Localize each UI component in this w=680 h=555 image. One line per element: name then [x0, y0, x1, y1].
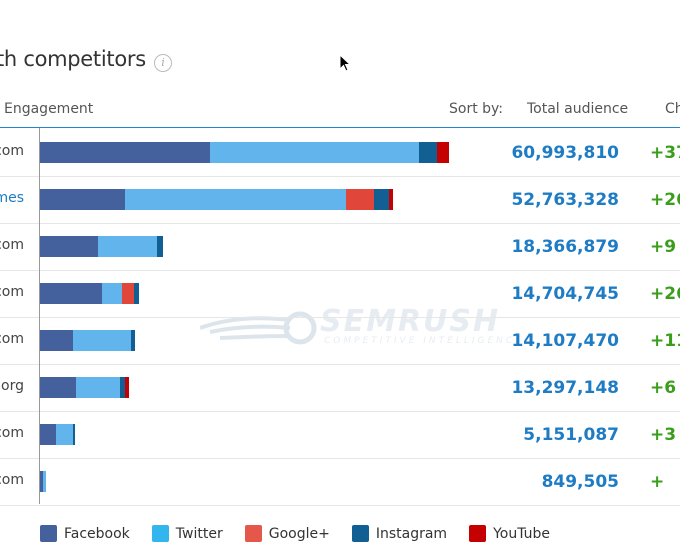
bar-segment-twitter[interactable]	[98, 236, 157, 257]
semrush-watermark: SEMRUSH COMPETITIVE INTELLIGENCE	[199, 304, 521, 350]
bar-segment-youtube[interactable]	[125, 377, 129, 398]
bar-segment-instagram[interactable]	[120, 377, 125, 398]
change-value: +9	[650, 237, 677, 257]
total-audience-value: 60,993,810	[511, 143, 619, 163]
total-audience-value: 14,107,470	[511, 331, 619, 351]
legend-item[interactable]: Facebook	[40, 525, 130, 542]
legend-swatch-icon	[40, 525, 57, 542]
change-value: +3	[650, 425, 677, 445]
legend-label: YouTube	[493, 525, 550, 542]
engagement-header: Engagement	[4, 101, 94, 117]
engagement-bar	[40, 142, 449, 163]
chart-axis	[39, 128, 40, 504]
bar-segment-youtube[interactable]	[389, 189, 393, 210]
engagement-bar	[40, 377, 129, 398]
engagement-bar	[40, 236, 163, 257]
bar-segment-twitter[interactable]	[210, 142, 419, 163]
bar-segment-google-plus[interactable]	[346, 189, 374, 210]
bar-segment-twitter[interactable]	[125, 189, 346, 210]
sort-total-audience[interactable]: Total audience	[527, 101, 629, 117]
bar-segment-instagram[interactable]	[157, 236, 163, 257]
legend-item[interactable]: Twitter	[151, 525, 223, 542]
legend-swatch-icon	[151, 525, 169, 542]
bar-segment-twitter[interactable]	[43, 471, 46, 492]
legend-item[interactable]: Google+	[244, 525, 330, 542]
total-audience-value: 5,151,087	[523, 425, 619, 445]
legend-label: Instagram	[375, 525, 448, 542]
info-icon[interactable]: i	[154, 54, 172, 72]
table-row: .com 14,107,470 +11	[0, 317, 680, 365]
legend-item[interactable]: YouTube	[469, 525, 550, 542]
bar-segment-facebook[interactable]	[40, 189, 125, 210]
legend-swatch-icon	[244, 525, 262, 542]
bar-segment-facebook[interactable]	[40, 283, 102, 304]
bar-segment-facebook[interactable]	[40, 424, 56, 445]
bar-segment-facebook[interactable]	[40, 236, 98, 257]
table-row: mes 52,763,328 +26	[0, 176, 680, 224]
bar-segment-twitter[interactable]	[102, 283, 122, 304]
change-value: +37	[650, 143, 680, 163]
table-row: .com 5,151,087 +3	[0, 411, 680, 459]
bar-segment-facebook[interactable]	[40, 471, 43, 492]
table-row: .com 18,366,879 +9	[0, 223, 680, 271]
domain-label: .com	[0, 143, 24, 159]
table-row: .org 13,297,148 +6	[0, 364, 680, 412]
legend-item[interactable]: Instagram	[351, 525, 448, 542]
bar-segment-twitter[interactable]	[73, 330, 131, 351]
bar-segment-google-plus[interactable]	[122, 283, 134, 304]
change-value: +	[650, 472, 665, 492]
bar-segment-youtube[interactable]	[437, 142, 449, 163]
bar-segment-facebook[interactable]	[40, 330, 73, 351]
table-row: .com 60,993,810 +37	[0, 129, 680, 177]
table-row: .com 14,704,745 +26	[0, 270, 680, 318]
page-title: th competitors	[0, 47, 146, 71]
change-value: +26	[650, 284, 680, 304]
domain-label: .org	[0, 378, 24, 394]
total-audience-value: 52,763,328	[511, 190, 619, 210]
engagement-bar	[40, 330, 135, 351]
domain-label[interactable]: mes	[0, 190, 24, 206]
sort-change[interactable]: Ch	[665, 101, 680, 117]
bar-segment-instagram[interactable]	[419, 142, 437, 163]
engagement-bar	[40, 424, 75, 445]
engagement-bar	[40, 471, 46, 492]
bar-segment-facebook[interactable]	[40, 142, 210, 163]
header-divider	[0, 127, 680, 128]
total-audience-value: 13,297,148	[511, 378, 619, 398]
legend-label: Google+	[268, 525, 330, 542]
domain-label: .com	[0, 237, 24, 253]
bar-segment-instagram[interactable]	[374, 189, 389, 210]
total-audience-value: 849,505	[541, 472, 619, 492]
bar-segment-instagram[interactable]	[134, 283, 139, 304]
change-value: +26	[650, 190, 680, 210]
total-audience-value: 14,704,745	[511, 284, 619, 304]
bar-segment-twitter[interactable]	[56, 424, 73, 445]
total-audience-value: 18,366,879	[511, 237, 619, 257]
domain-label: .com	[0, 331, 24, 347]
bar-segment-twitter[interactable]	[76, 377, 120, 398]
bar-segment-facebook[interactable]	[40, 377, 76, 398]
domain-label: .com	[0, 472, 24, 488]
chart-legend: Facebook Twitter Google+ Instagram YouTube	[40, 525, 572, 542]
engagement-bar	[40, 189, 393, 210]
bar-segment-instagram[interactable]	[73, 424, 75, 445]
domain-label: .com	[0, 425, 24, 441]
change-value: +6	[650, 378, 677, 398]
legend-label: Twitter	[175, 525, 223, 542]
table-row: .com 849,505 +	[0, 458, 680, 506]
legend-swatch-icon	[351, 525, 369, 542]
domain-label: .com	[0, 284, 24, 300]
sort-by-label: Sort by:	[449, 101, 504, 117]
legend-swatch-icon	[469, 525, 487, 542]
mouse-cursor-icon	[339, 54, 351, 72]
bar-segment-instagram[interactable]	[131, 330, 135, 351]
legend-label: Facebook	[64, 525, 130, 542]
change-value: +11	[650, 331, 680, 351]
engagement-bar	[40, 283, 139, 304]
